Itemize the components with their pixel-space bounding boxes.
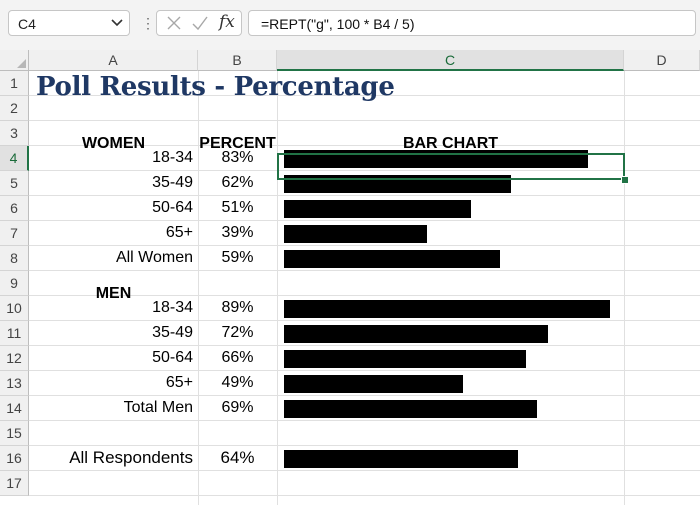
gridline (277, 71, 278, 505)
formula-buttons: fx (156, 10, 242, 36)
gridline (29, 220, 700, 221)
gridline (29, 270, 700, 271)
gridline (29, 395, 700, 396)
row-header-11[interactable]: 11 (0, 321, 29, 346)
header-bar-chart: BAR CHART (402, 135, 499, 152)
bar-chart-bar (284, 200, 471, 218)
percent-value: 66% (221, 349, 254, 366)
row-header-14[interactable]: 14 (0, 396, 29, 421)
formula-text: =REPT("g", 100 * B4 / 5) (261, 16, 415, 32)
formula-input[interactable]: =REPT("g", 100 * B4 / 5) (248, 10, 696, 36)
gridline (29, 420, 700, 421)
row-header-13[interactable]: 13 (0, 371, 29, 396)
percent-value: 69% (221, 399, 254, 416)
gridline (29, 345, 700, 346)
row-header-15[interactable]: 15 (0, 421, 29, 446)
row-header-1[interactable]: 1 (0, 71, 29, 96)
spreadsheet-grid[interactable]: A B C D 1 2 3 4 5 6 7 8 9 10 11 12 13 14 15 16 17 Poll R… (0, 50, 700, 505)
row-header-4[interactable]: 4 (0, 146, 29, 171)
gridline (29, 245, 700, 246)
row-label: Total Men (123, 399, 193, 416)
column-header-d[interactable]: D (624, 50, 700, 71)
bar-chart-bar (284, 375, 463, 393)
row-label: 35-49 (152, 324, 193, 341)
gridline (29, 445, 700, 446)
percent-value: 72% (221, 324, 254, 341)
column-header-c[interactable]: C (277, 50, 624, 71)
active-cell-c4[interactable] (277, 153, 625, 180)
gridline (198, 71, 199, 505)
percent-value: 51% (221, 199, 254, 216)
gridline (29, 495, 700, 496)
name-box-value: C4 (18, 16, 36, 32)
row-header-12[interactable]: 12 (0, 346, 29, 371)
gridline (29, 145, 700, 146)
row-header-9[interactable]: 9 (0, 271, 29, 296)
row-header-6[interactable]: 6 (0, 196, 29, 221)
row-label: 35-49 (152, 174, 193, 191)
enter-check-icon[interactable] (191, 15, 209, 31)
gridline (29, 120, 700, 121)
bar-chart-bar (284, 225, 427, 243)
bar-chart-bar (284, 400, 537, 418)
gridline (624, 71, 625, 505)
bar-chart-bar (284, 300, 610, 318)
gridline (29, 95, 700, 96)
row-header-10[interactable]: 10 (0, 296, 29, 321)
row-label: All Respondents (69, 448, 193, 467)
row-header-16[interactable]: 16 (0, 446, 29, 471)
cancel-icon[interactable] (165, 15, 183, 31)
bar-chart-bar (284, 350, 526, 368)
percent-value: 64% (220, 448, 255, 467)
bar-chart-bar (284, 250, 500, 268)
row-label: 50-64 (152, 199, 193, 216)
row-label: 65+ (165, 224, 193, 241)
select-all-icon (17, 59, 26, 68)
row-header-7[interactable]: 7 (0, 221, 29, 246)
bar-chart-bar (284, 450, 518, 468)
select-all-button[interactable] (0, 50, 29, 71)
insert-function-icon[interactable]: fx (219, 12, 235, 32)
percent-value: 62% (221, 174, 254, 191)
row-header-8[interactable]: 8 (0, 246, 29, 271)
column-header-a[interactable]: A (29, 50, 198, 71)
gridline (29, 195, 700, 196)
percent-value: 39% (221, 224, 254, 241)
row-label: 65+ (165, 374, 193, 391)
gridline (29, 470, 700, 471)
row-header-3[interactable]: 3 (0, 121, 29, 146)
row-label: 18-34 (152, 299, 193, 316)
more-options-icon[interactable]: ⋮ (141, 15, 155, 31)
percent-value: 89% (221, 299, 254, 316)
column-header-b[interactable]: B (198, 50, 277, 71)
bar-chart-bar (284, 325, 548, 343)
header-percent: PERCENT (199, 135, 276, 152)
percent-value: 49% (221, 374, 254, 391)
chevron-down-icon[interactable] (111, 18, 123, 28)
gridline (29, 170, 700, 171)
gridline (29, 320, 700, 321)
formula-bar: C4 ⋮ fx =REPT("g", 100 * B4 / 5) (0, 0, 700, 51)
percent-value: 83% (221, 149, 254, 166)
row-header-5[interactable]: 5 (0, 171, 29, 196)
percent-value: 59% (221, 249, 254, 266)
row-label: 50-64 (152, 349, 193, 366)
row-label: 18-34 (152, 149, 193, 166)
row-header-17[interactable]: 17 (0, 471, 29, 496)
fill-handle[interactable] (621, 176, 629, 184)
gridline (29, 295, 700, 296)
name-box[interactable]: C4 (8, 10, 130, 36)
header-women: WOMEN (81, 135, 146, 152)
header-men: MEN (95, 285, 132, 302)
row-label: All Women (115, 249, 193, 266)
gridline (29, 370, 700, 371)
row-header-2[interactable]: 2 (0, 96, 29, 121)
sheet-title: Poll Results - Percentage (36, 72, 395, 102)
